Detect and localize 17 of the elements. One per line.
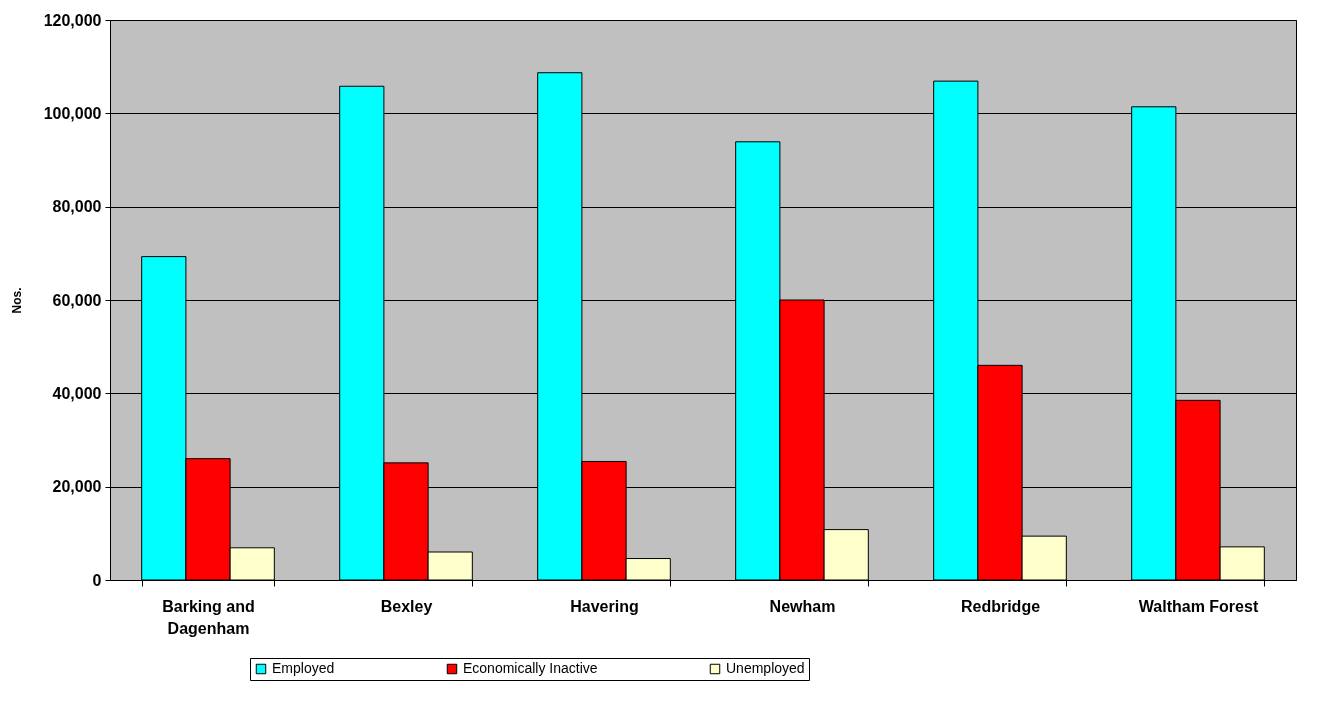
x-tick-label: Barking and Dagenham (162, 597, 255, 637)
x-tick-label: Waltham Forest (1138, 597, 1259, 615)
x-tick-label: Havering (570, 597, 639, 615)
x-tick-label: Redbridge (960, 597, 1041, 615)
x-tick-label: Bexley (380, 597, 433, 615)
y-axis-title: Nos. (9, 287, 24, 314)
y-tick-label: 0 (92, 571, 102, 589)
y-tick-label: 20,000 (52, 478, 102, 496)
y-tick-label: 100,000 (43, 104, 102, 122)
x-tick-label: Newham (769, 597, 836, 615)
y-tick-label: 40,000 (52, 384, 102, 402)
y-tick-label: 120,000 (43, 11, 102, 29)
legend-label: Unemployed (726, 660, 805, 676)
y-tick-label: 60,000 (52, 291, 102, 309)
legend-label: Employed (272, 660, 335, 676)
legend-label: Economically Inactive (463, 660, 598, 676)
y-tick-label: 80,000 (52, 198, 102, 216)
